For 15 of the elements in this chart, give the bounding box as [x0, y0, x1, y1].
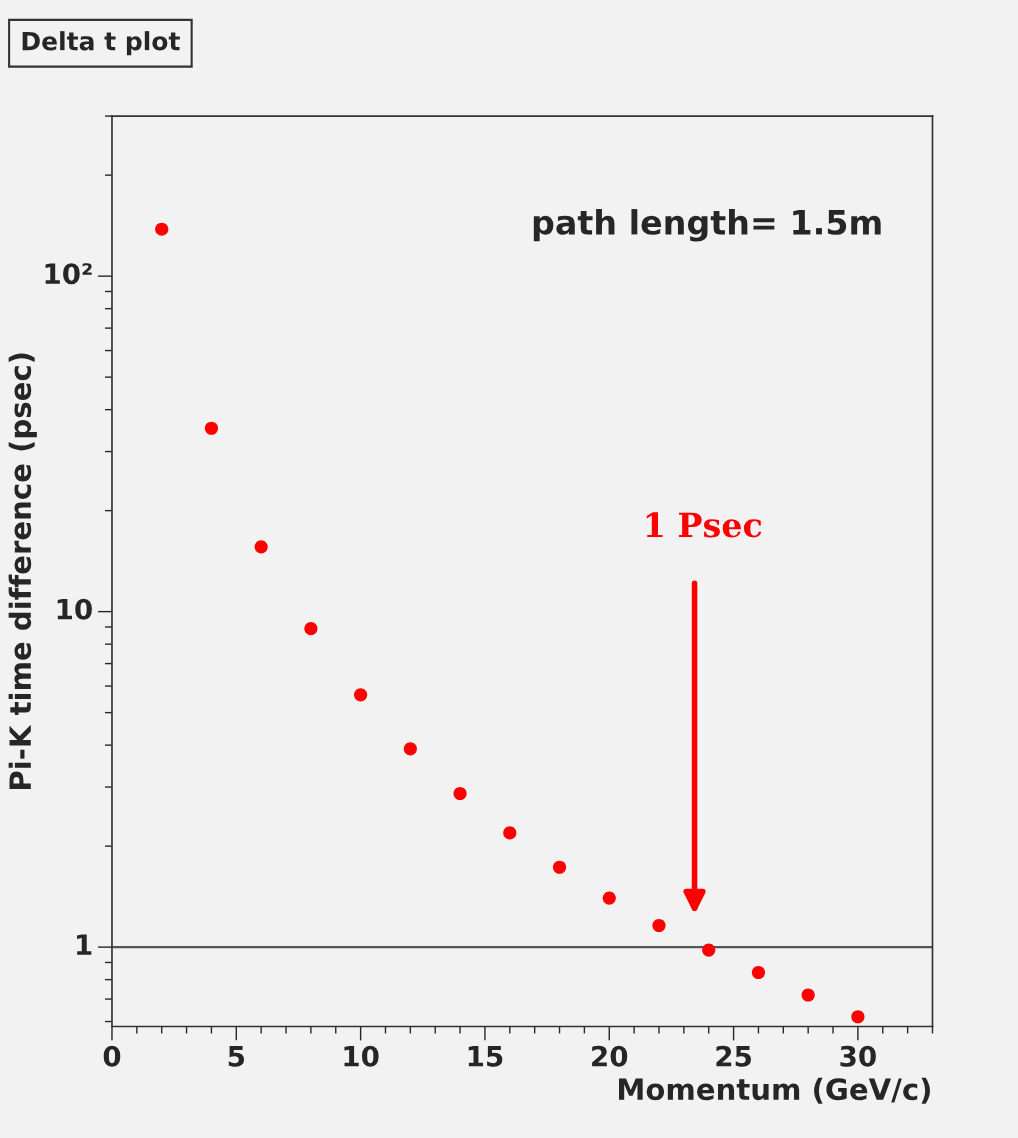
x-tick-label: 0 — [103, 1045, 121, 1067]
chart-title: Delta t plot — [22, 31, 180, 56]
x-tick-label: 10 — [344, 1045, 379, 1067]
y-tick-label: 1 — [77, 934, 92, 955]
y-tick-label: 10 — [57, 598, 92, 620]
y-tick-label: 10² — [45, 263, 92, 285]
annotation: path length= 1.5m — [533, 209, 881, 242]
x-tick-label: 15 — [468, 1046, 503, 1067]
x-tick-label: 25 — [716, 1045, 751, 1067]
x-tick-label: 5 — [228, 1046, 245, 1067]
x-tick-label: 20 — [592, 1045, 628, 1067]
annotation: 1 Psec — [646, 512, 762, 538]
x-tick-label: 30 — [840, 1045, 876, 1067]
x-axis-title: Momentum (GeV/c) — [619, 1077, 930, 1104]
y-axis-title: Pi-K time difference (psec) — [8, 353, 37, 789]
